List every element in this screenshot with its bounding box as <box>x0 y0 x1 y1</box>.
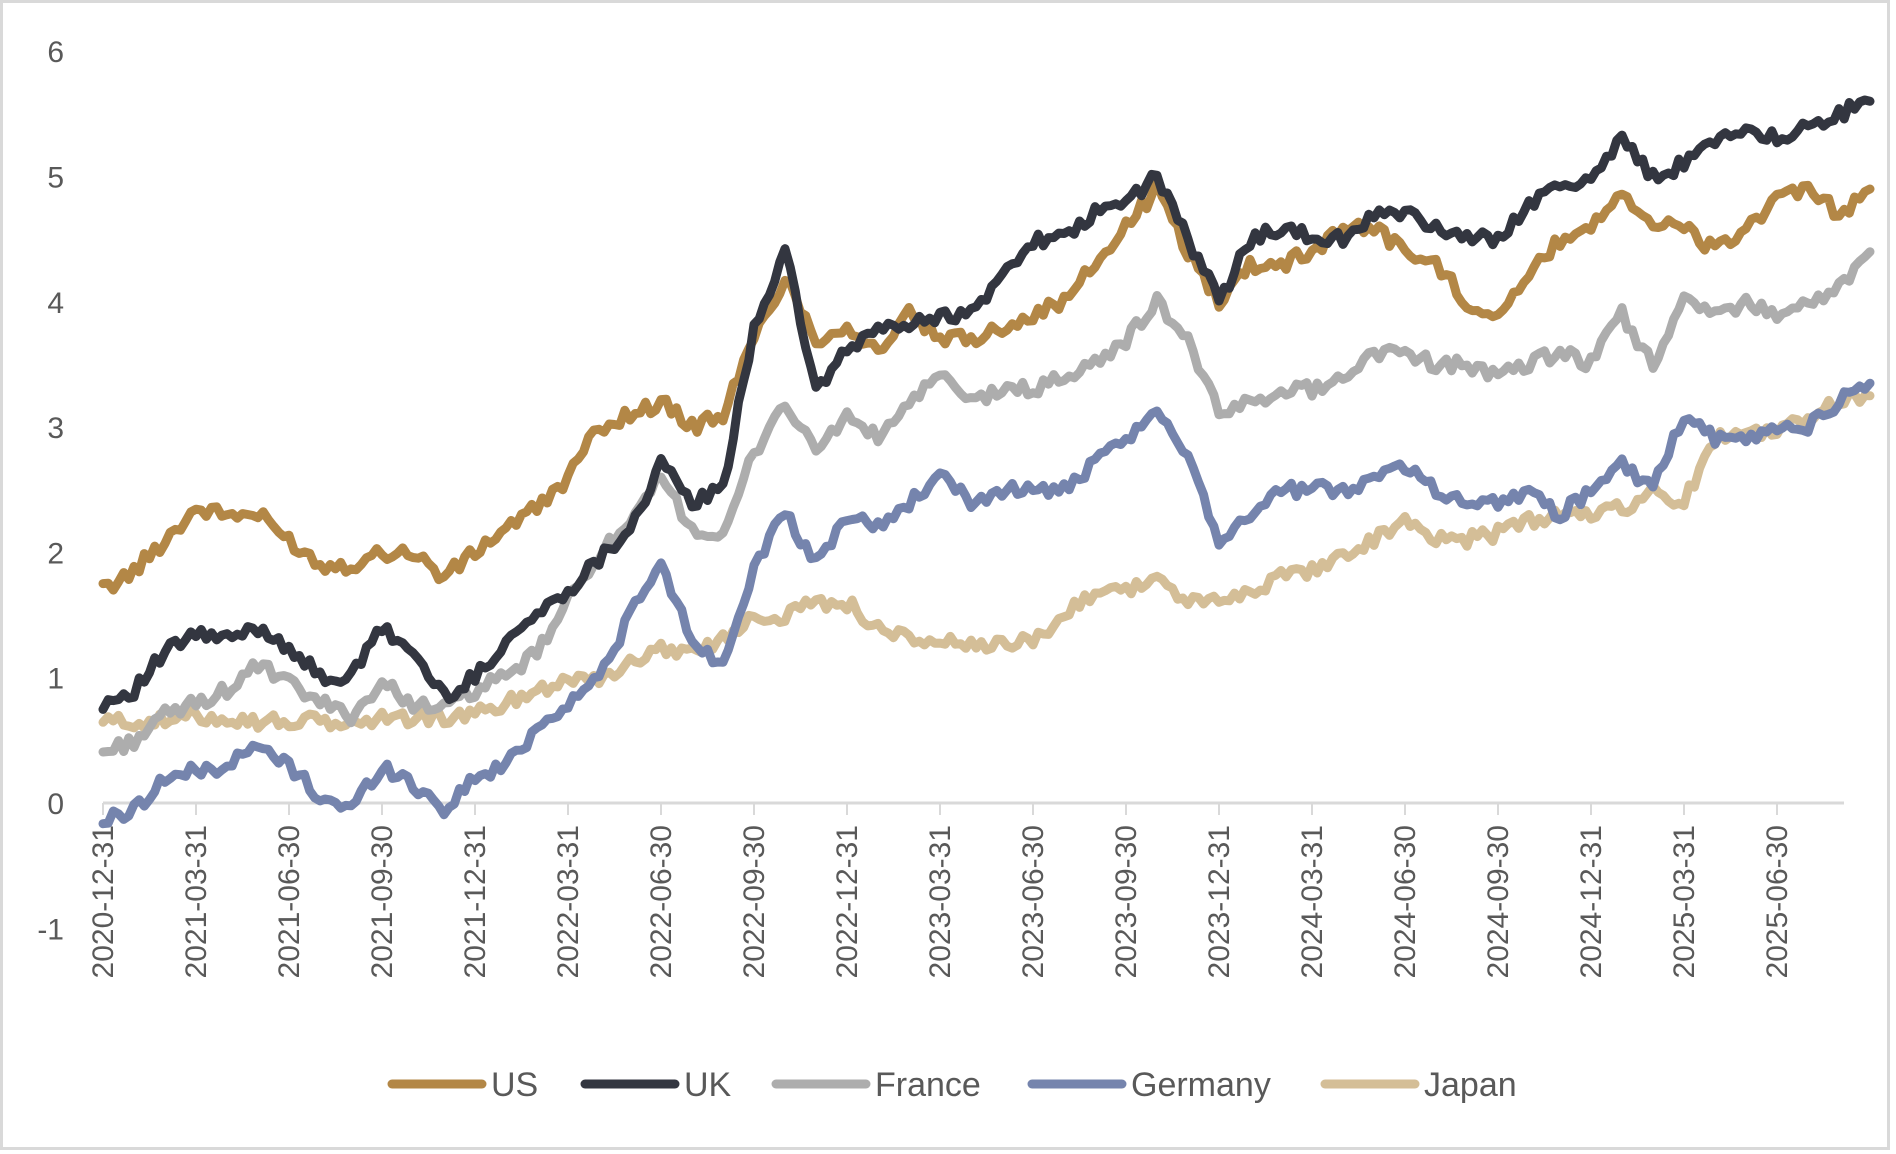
x-tick-label: 2022-06-30 <box>645 825 678 978</box>
x-tick-label: 2023-03-31 <box>924 825 957 978</box>
legend-label-uk: UK <box>684 1066 732 1104</box>
y-tick-label: -1 <box>37 913 64 946</box>
series-line-japan <box>98 388 1875 733</box>
series-lines <box>98 95 1875 829</box>
x-tick-label: 2022-03-31 <box>552 825 585 978</box>
x-tick-label: 2024-03-31 <box>1296 825 1329 978</box>
y-tick-label: 6 <box>47 36 64 69</box>
x-tick-label: 2024-06-30 <box>1389 825 1422 978</box>
series-line-uk <box>98 95 1875 714</box>
x-tick-label: 2025-03-31 <box>1668 825 1701 978</box>
x-tick-label: 2020-12-31 <box>87 825 120 978</box>
legend: US UK France Germany Japan <box>387 1066 1517 1104</box>
legend-label-france: France <box>875 1066 981 1104</box>
x-tick-label: 2024-12-31 <box>1575 825 1608 978</box>
x-tick-label: 2021-09-30 <box>366 825 399 978</box>
legend-label-japan: Japan <box>1424 1066 1517 1104</box>
y-tick-label: 5 <box>47 162 64 195</box>
y-tick-label: 1 <box>47 663 64 696</box>
y-tick-label: 4 <box>47 287 64 320</box>
x-tick-label: 2023-12-31 <box>1203 825 1236 978</box>
series-line-us <box>98 177 1875 595</box>
x-tick-label: 2024-09-30 <box>1482 825 1515 978</box>
x-tick-label: 2021-06-30 <box>273 825 306 978</box>
y-tick-label: 2 <box>47 537 64 570</box>
legend-label-germany: Germany <box>1131 1066 1271 1104</box>
x-tick-label: 2021-12-31 <box>459 825 492 978</box>
legend-label-us: US <box>491 1066 538 1104</box>
x-tick-label: 2022-09-30 <box>738 825 771 978</box>
y-tick-label: 3 <box>47 412 64 445</box>
x-tick-label: 2023-06-30 <box>1017 825 1050 978</box>
x-tick-label: 2022-12-31 <box>831 825 864 978</box>
series-line-germany <box>98 378 1875 829</box>
x-tick-label: 2021-03-31 <box>180 825 213 978</box>
series-line-france <box>98 247 1875 757</box>
x-tick-label: 2023-09-30 <box>1110 825 1143 978</box>
y-axis: -1 0 1 2 3 4 5 6 <box>37 36 64 946</box>
y-tick-label: 0 <box>47 788 64 821</box>
x-axis: 2020-12-31 2021-03-31 2021-06-30 2021-09-30… <box>87 801 1844 978</box>
x-tick-label: 2025-06-30 <box>1761 825 1794 978</box>
